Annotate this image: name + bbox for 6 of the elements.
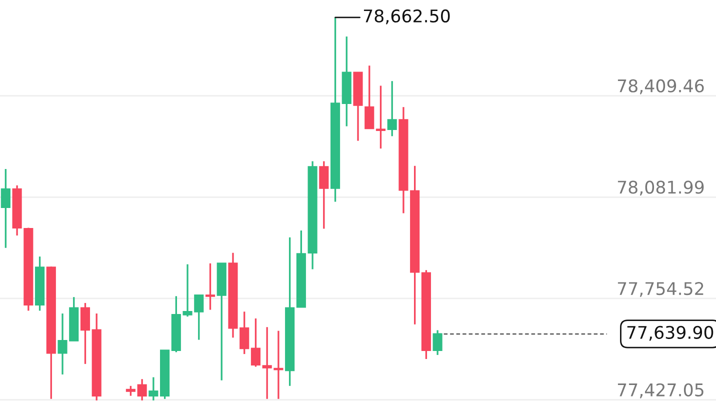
y-tick-label: 77,427.05 xyxy=(618,383,704,398)
y-tick-label: 78,409.46 xyxy=(618,79,704,94)
y-tick-label: 77,754.52 xyxy=(618,282,704,297)
ref-line-label: 77,639.90 xyxy=(627,326,714,341)
y-tick-label: 78,081.99 xyxy=(618,180,704,196)
annotation: 78,662.50 xyxy=(364,9,450,24)
